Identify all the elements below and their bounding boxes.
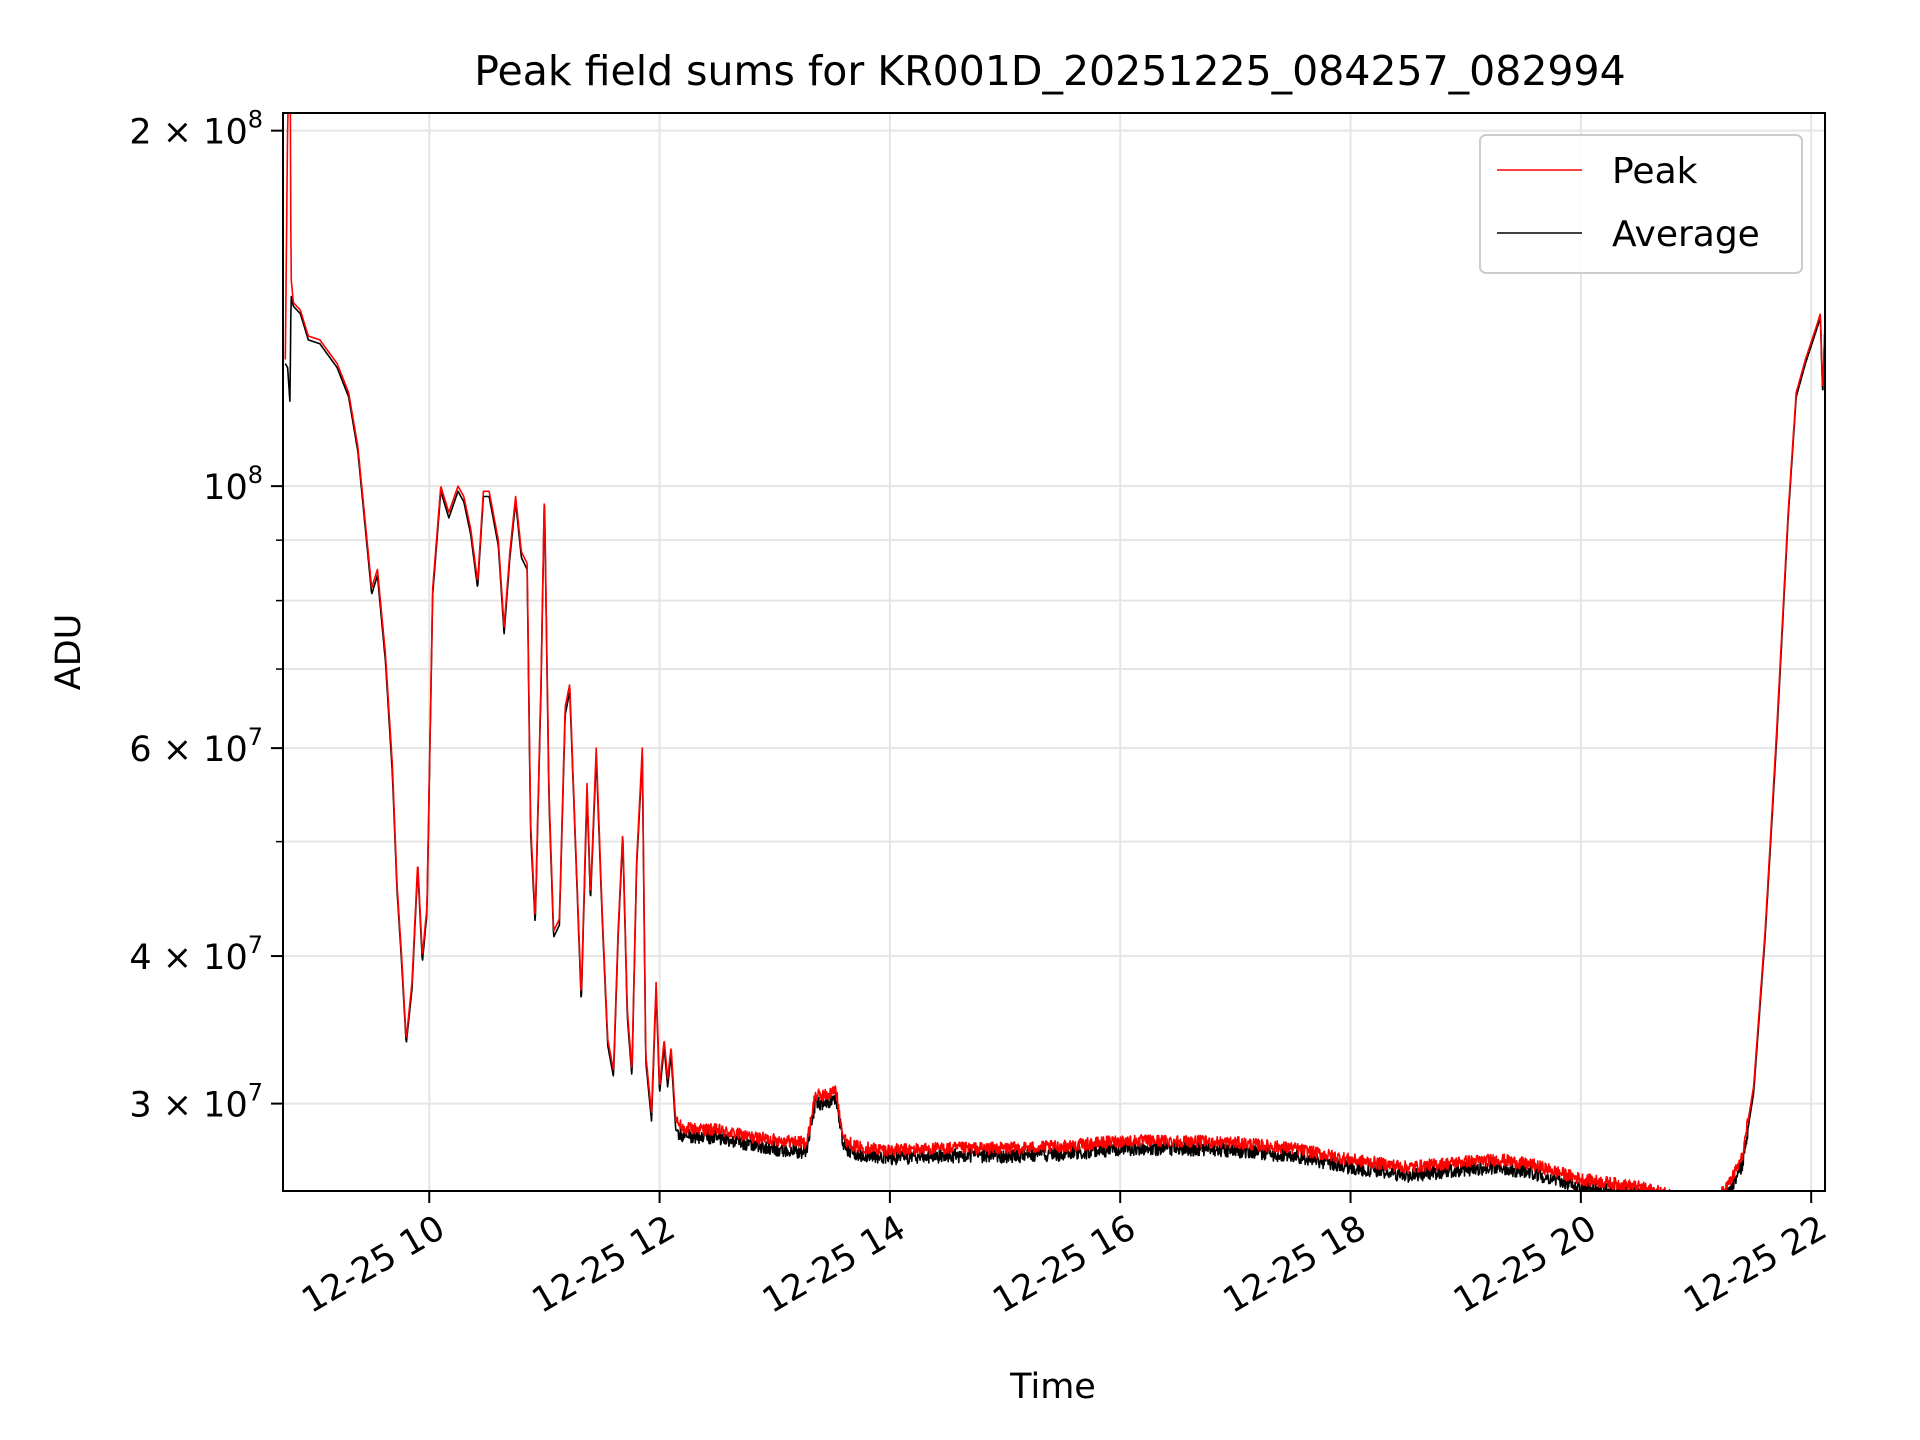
series-line-peak — [284, 113, 1825, 1191]
y-tick-label: 108 — [203, 461, 263, 508]
y-tick-label: 6 × 107 — [129, 723, 263, 770]
chart-title: Peak field sums for KR001D_20251225_0842… — [474, 47, 1625, 95]
legend-peak-label: Peak — [1612, 151, 1698, 192]
y-axis-label: ADU — [49, 614, 89, 691]
y-tick-label: 4 × 107 — [129, 931, 263, 978]
legend-average-label: Average — [1612, 214, 1760, 255]
y-tick-label: 3 × 107 — [129, 1079, 263, 1126]
legend: Peak Average — [1479, 134, 1803, 274]
plot-lines — [284, 113, 1825, 1191]
plot-frame — [282, 112, 1826, 1192]
y-tick-label: 2 × 108 — [129, 106, 263, 153]
grid — [283, 113, 1825, 1191]
x-axis-label: Time — [1009, 1367, 1096, 1407]
